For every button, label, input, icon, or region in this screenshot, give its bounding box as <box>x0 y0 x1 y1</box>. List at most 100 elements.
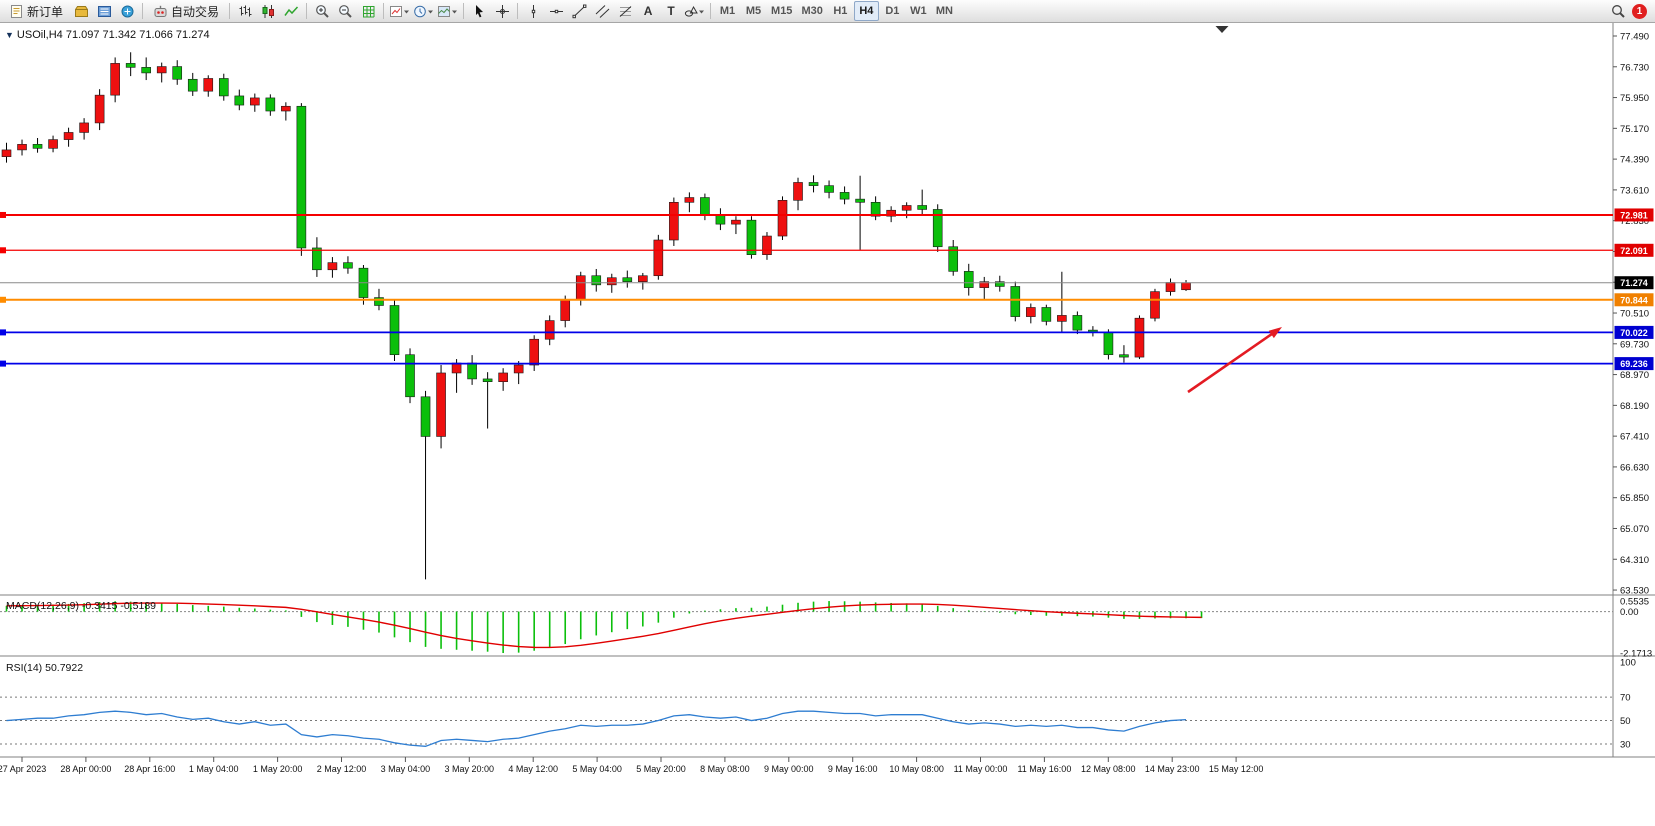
fibonacci-button[interactable] <box>614 1 636 21</box>
autotrading-label: 自动交易 <box>171 4 220 19</box>
bar-chart-button[interactable] <box>234 1 256 21</box>
horizontal-line-button[interactable] <box>545 1 567 21</box>
zoom-out-icon <box>338 4 352 18</box>
svg-text:3 May 04:00: 3 May 04:00 <box>381 764 431 774</box>
svg-text:70.844: 70.844 <box>1620 295 1648 305</box>
timeframe-w1-button[interactable]: W1 <box>906 1 931 21</box>
crosshair-button[interactable] <box>491 1 513 21</box>
trendline-button[interactable] <box>568 1 590 21</box>
svg-text:0.5535: 0.5535 <box>1620 597 1649 608</box>
timeframe-m30-button[interactable]: M30 <box>797 1 826 21</box>
vertical-line-button[interactable] <box>522 1 544 21</box>
svg-text:10 May 08:00: 10 May 08:00 <box>889 764 944 774</box>
periods-button[interactable] <box>412 1 435 21</box>
svg-text:69.236: 69.236 <box>1620 359 1648 369</box>
svg-text:5 May 20:00: 5 May 20:00 <box>636 764 686 774</box>
templates-button[interactable] <box>436 1 459 21</box>
grid-button[interactable] <box>357 1 379 21</box>
svg-text:12 May 08:00: 12 May 08:00 <box>1081 764 1136 774</box>
svg-text:11 May 00:00: 11 May 00:00 <box>954 764 1008 774</box>
fibonacci-icon <box>619 5 631 17</box>
one-click-dropdown-icon[interactable]: ▼ <box>5 30 14 40</box>
symbol-period-text: USOil,H4 <box>16 29 63 41</box>
svg-text:75.950: 75.950 <box>1620 93 1649 104</box>
timeframe-m1-button[interactable]: M1 <box>715 1 740 21</box>
svg-text:14 May 23:00: 14 May 23:00 <box>1145 764 1200 774</box>
svg-text:69.730: 69.730 <box>1620 339 1649 350</box>
new-chart-button[interactable] <box>388 1 411 21</box>
toolbar: 新订单 自动交易 <box>0 0 1655 23</box>
svg-text:72.091: 72.091 <box>1620 246 1648 256</box>
dropdown-caret-icon <box>428 10 434 13</box>
svg-text:74.390: 74.390 <box>1620 155 1649 166</box>
svg-text:67.410: 67.410 <box>1620 432 1649 443</box>
label-tool-icon: T <box>667 4 675 18</box>
line-chart-button[interactable] <box>280 1 302 21</box>
svg-text:71.274: 71.274 <box>1620 278 1648 288</box>
new-order-label: 新订单 <box>27 4 64 19</box>
market-watch-icon <box>97 5 111 17</box>
dropdown-caret-icon <box>699 10 705 13</box>
ohlc-text: 71.097 71.342 71.066 71.274 <box>65 29 210 41</box>
shapes-icon <box>684 5 705 17</box>
svg-text:4 May 12:00: 4 May 12:00 <box>508 764 558 774</box>
cursor-button[interactable] <box>468 1 490 21</box>
toolbar-separator <box>142 3 144 19</box>
new-order-button[interactable]: 新订单 <box>3 1 69 21</box>
crosshair-icon <box>495 4 509 18</box>
svg-text:9 May 16:00: 9 May 16:00 <box>828 764 878 774</box>
rsi-indicator-label: RSI(14) 50.7922 <box>6 662 83 674</box>
candlestick-chart-button[interactable] <box>257 1 279 21</box>
svg-text:68.190: 68.190 <box>1620 401 1649 412</box>
notification-badge[interactable]: 1 <box>1632 3 1647 19</box>
text-tool-button[interactable]: A <box>637 1 659 21</box>
market-watch-button[interactable] <box>93 1 115 21</box>
svg-text:63.530: 63.530 <box>1620 586 1649 597</box>
toolbar-separator <box>229 3 231 19</box>
chart-symbol-label: ▼ USOil,H4 71.097 71.342 71.066 71.274 <box>5 29 210 41</box>
toolbar-separator <box>383 3 385 19</box>
channel-button[interactable] <box>591 1 613 21</box>
macd-name: MACD(12,26,9) <box>6 600 79 612</box>
dropdown-caret-icon <box>404 10 410 13</box>
svg-text:2 May 12:00: 2 May 12:00 <box>317 764 367 774</box>
svg-text:70: 70 <box>1620 693 1631 704</box>
svg-text:66.630: 66.630 <box>1620 462 1649 473</box>
text-tool-icon: A <box>643 4 653 18</box>
timeframe-m5-button[interactable]: M5 <box>741 1 766 21</box>
navigator-button[interactable] <box>116 1 138 21</box>
timeframe-m15-button[interactable]: M15 <box>767 1 796 21</box>
svg-text:65.850: 65.850 <box>1620 493 1649 504</box>
line-chart-icon <box>283 5 298 16</box>
templates-icon <box>438 5 458 17</box>
dropdown-caret-icon <box>452 10 458 13</box>
timeframe-h1-button[interactable]: H1 <box>828 1 853 21</box>
new-order-icon <box>11 4 22 18</box>
timeframe-mn-button[interactable]: MN <box>932 1 957 21</box>
timeframe-h4-button[interactable]: H4 <box>853 1 879 21</box>
label-tool-button[interactable]: T <box>660 1 682 21</box>
shapes-button[interactable] <box>683 1 706 21</box>
macd-values: -0.3415 -0.5189 <box>81 600 157 612</box>
search-button[interactable] <box>1607 1 1629 21</box>
svg-text:70.510: 70.510 <box>1620 309 1649 320</box>
zoom-in-button[interactable] <box>311 1 333 21</box>
toolbar-separator <box>517 3 519 19</box>
svg-text:75.170: 75.170 <box>1620 124 1649 135</box>
autotrading-icon <box>154 5 167 17</box>
profiles-button[interactable] <box>70 1 92 21</box>
cursor-icon <box>475 4 483 17</box>
zoom-in-icon <box>315 4 329 18</box>
svg-text:76.730: 76.730 <box>1620 62 1649 73</box>
autotrading-button[interactable]: 自动交易 <box>147 1 225 21</box>
chart-canvas[interactable]: 77.490 76.730 75.950 75.170 74.390 73.610 72.8… <box>0 23 1655 826</box>
svg-text:72.981: 72.981 <box>1620 210 1648 220</box>
svg-text:1 May 04:00: 1 May 04:00 <box>189 764 239 774</box>
svg-text:73.610: 73.610 <box>1620 185 1649 196</box>
timeframe-d1-button[interactable]: D1 <box>880 1 905 21</box>
trendline-icon <box>572 4 586 18</box>
svg-text:30: 30 <box>1620 739 1631 750</box>
zoom-out-button[interactable] <box>334 1 356 21</box>
navigator-icon <box>121 5 134 17</box>
svg-text:-2.1713: -2.1713 <box>1620 649 1652 660</box>
